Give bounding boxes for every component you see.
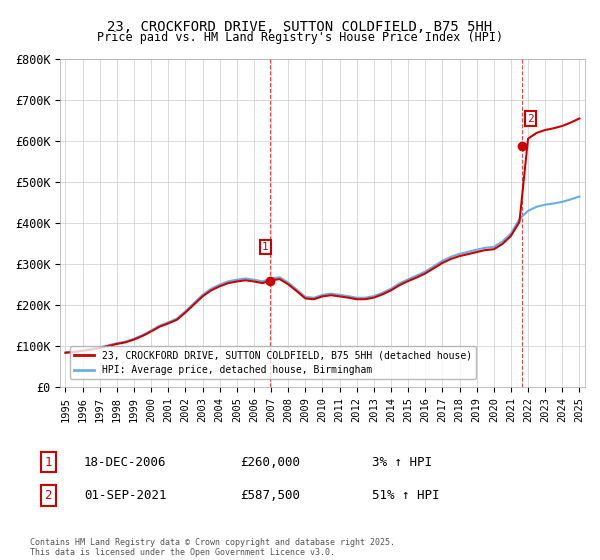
Text: 2: 2 bbox=[44, 489, 52, 502]
Text: 1: 1 bbox=[44, 455, 52, 469]
Text: Contains HM Land Registry data © Crown copyright and database right 2025.
This d: Contains HM Land Registry data © Crown c… bbox=[30, 538, 395, 557]
Text: 51% ↑ HPI: 51% ↑ HPI bbox=[372, 489, 439, 502]
Text: 18-DEC-2006: 18-DEC-2006 bbox=[84, 455, 167, 469]
Text: 2: 2 bbox=[527, 114, 534, 124]
Text: 1: 1 bbox=[262, 242, 269, 252]
Text: £587,500: £587,500 bbox=[240, 489, 300, 502]
Text: 01-SEP-2021: 01-SEP-2021 bbox=[84, 489, 167, 502]
Text: Price paid vs. HM Land Registry's House Price Index (HPI): Price paid vs. HM Land Registry's House … bbox=[97, 31, 503, 44]
Text: 3% ↑ HPI: 3% ↑ HPI bbox=[372, 455, 432, 469]
Text: 23, CROCKFORD DRIVE, SUTTON COLDFIELD, B75 5HH: 23, CROCKFORD DRIVE, SUTTON COLDFIELD, B… bbox=[107, 20, 493, 34]
Legend: 23, CROCKFORD DRIVE, SUTTON COLDFIELD, B75 5HH (detached house), HPI: Average pr: 23, CROCKFORD DRIVE, SUTTON COLDFIELD, B… bbox=[70, 346, 476, 379]
Text: £260,000: £260,000 bbox=[240, 455, 300, 469]
